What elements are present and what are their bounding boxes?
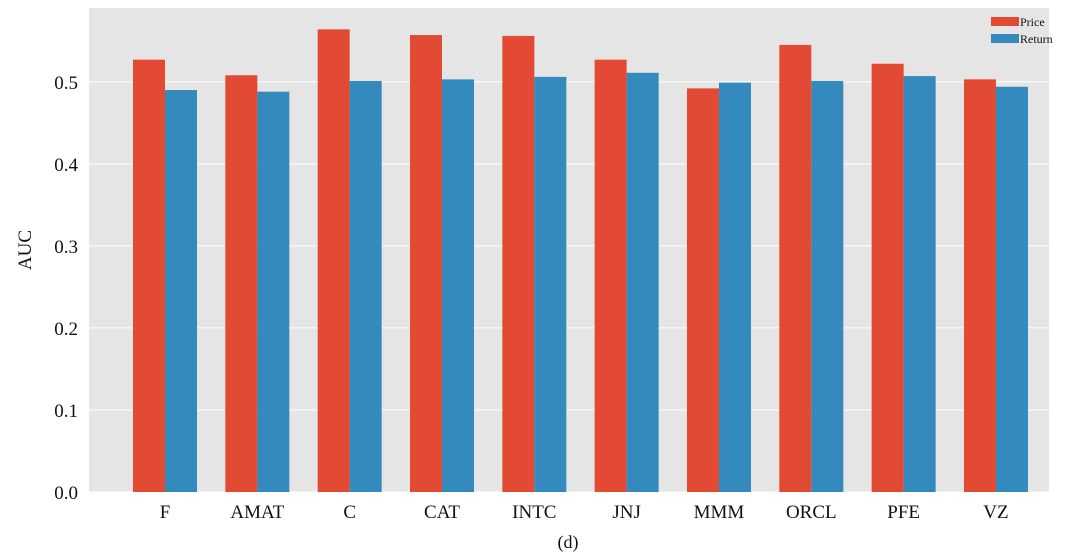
figure-caption: (d) bbox=[558, 532, 579, 553]
y-tick-label: 0.5 bbox=[54, 73, 78, 94]
bar-price-mmm bbox=[686, 88, 719, 492]
y-tick-label: 0.1 bbox=[54, 401, 78, 422]
legend-label-price: Price bbox=[1020, 15, 1045, 29]
x-tick-label: ORCL bbox=[786, 502, 837, 523]
y-tick-label: 0.4 bbox=[54, 155, 78, 176]
bar-price-c bbox=[317, 29, 350, 492]
y-tick-label: 0.0 bbox=[54, 483, 78, 504]
bar-price-amat bbox=[225, 75, 258, 493]
bar-return-orcl bbox=[811, 81, 844, 493]
x-axis-ticks: F AMAT C CAT INTC JNJ MMM ORCL PFE VZ bbox=[160, 502, 1009, 523]
bar-price-orcl bbox=[779, 44, 812, 492]
y-axis-ticks: 0.0 0.1 0.2 0.3 0.4 0.5 bbox=[54, 73, 78, 504]
x-tick-label: INTC bbox=[512, 502, 556, 523]
bar-return-pfe bbox=[903, 76, 936, 492]
legend-swatch-return bbox=[991, 34, 1019, 43]
bar-return-cat bbox=[441, 79, 474, 492]
y-tick-label: 0.2 bbox=[54, 319, 78, 340]
bar-price-pfe bbox=[871, 63, 904, 492]
legend-swatch-price bbox=[991, 17, 1019, 26]
legend: Price Return bbox=[991, 15, 1053, 46]
bar-price-cat bbox=[409, 35, 442, 492]
bar-return-amat bbox=[257, 91, 290, 493]
x-tick-label: JNJ bbox=[612, 502, 641, 523]
bar-return-intc bbox=[534, 76, 567, 492]
bar-price-jnj bbox=[594, 59, 627, 492]
bar-price-f bbox=[133, 59, 165, 492]
y-axis-label: AUC bbox=[15, 230, 36, 270]
x-tick-label: C bbox=[343, 502, 356, 523]
y-tick-label: 0.3 bbox=[54, 237, 78, 258]
bar-return-mmm bbox=[718, 82, 751, 492]
x-tick-label: PFE bbox=[887, 502, 920, 523]
bar-price-vz bbox=[963, 79, 996, 492]
x-tick-label: AMAT bbox=[230, 502, 284, 523]
bar-return-jnj bbox=[626, 72, 659, 493]
bar-return-f bbox=[165, 90, 197, 492]
legend-label-return: Return bbox=[1020, 32, 1053, 46]
x-tick-label: CAT bbox=[424, 502, 460, 523]
x-tick-label: MMM bbox=[694, 502, 745, 523]
x-tick-label: VZ bbox=[983, 502, 1008, 523]
bars bbox=[133, 29, 1028, 493]
bar-return-c bbox=[349, 81, 382, 493]
bar-return-vz bbox=[995, 86, 1028, 493]
x-tick-label: F bbox=[160, 502, 171, 523]
bar-price-intc bbox=[502, 35, 535, 492]
